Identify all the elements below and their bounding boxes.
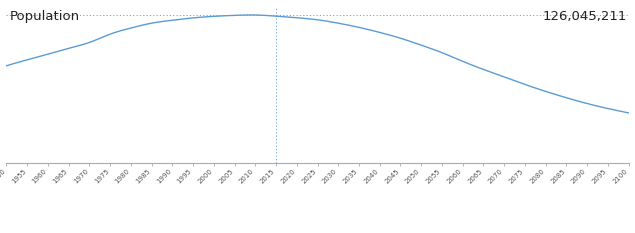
Text: 126,045,211: 126,045,211 (543, 10, 627, 23)
Text: Population: Population (10, 10, 79, 23)
